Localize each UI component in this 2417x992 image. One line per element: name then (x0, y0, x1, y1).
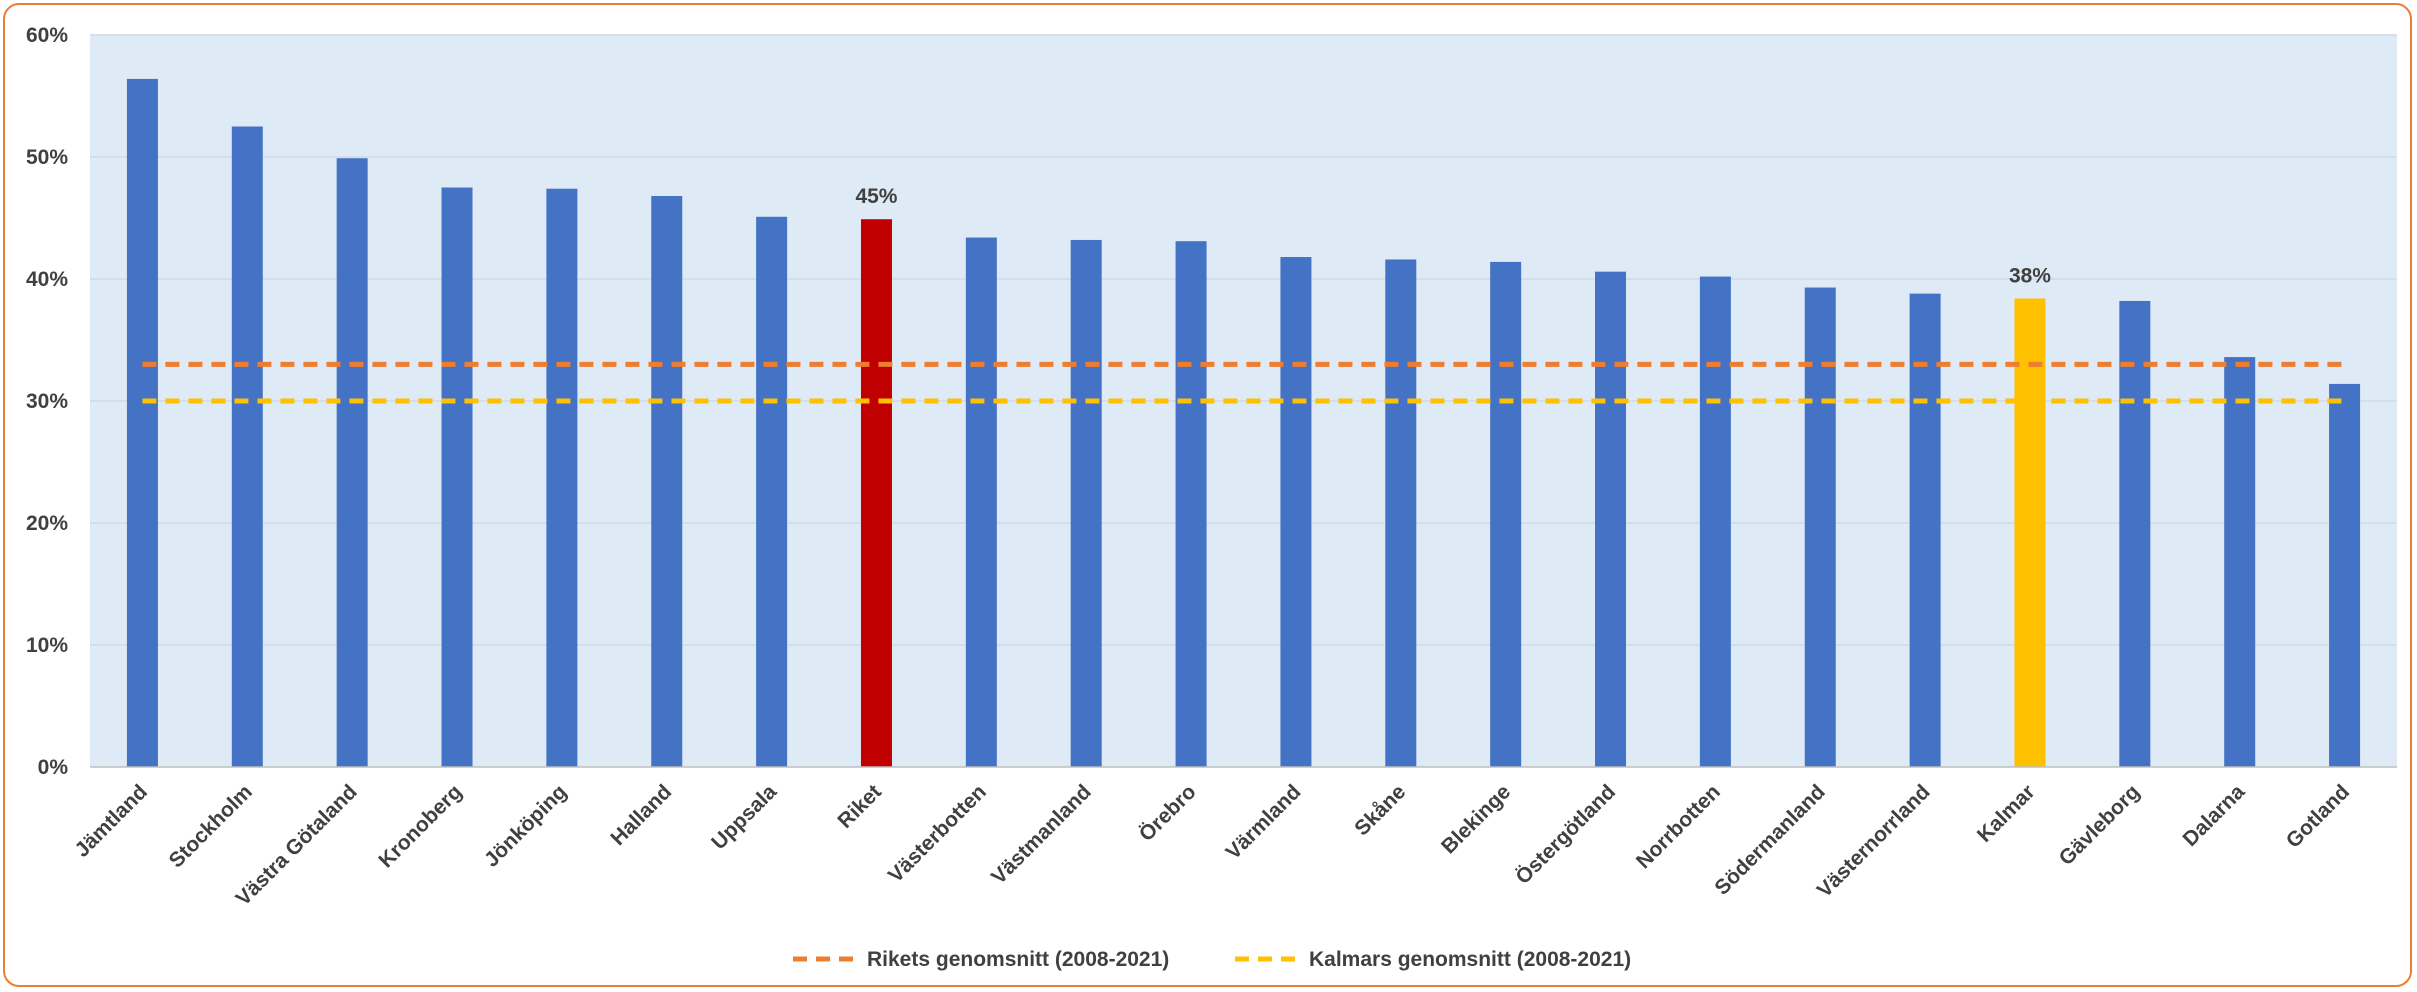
x-tick-label: Södermanland (1710, 780, 1829, 899)
x-tick-label: Gävleborg (2055, 780, 2145, 870)
y-tick-label: 30% (26, 390, 68, 413)
x-tick-label: Västerbotten (884, 780, 991, 887)
data-label: 45% (855, 185, 897, 208)
bar (1175, 241, 1207, 767)
y-tick-label: 10% (26, 634, 68, 657)
x-tick-label: Dalarna (2178, 780, 2249, 851)
bar (2224, 357, 2256, 767)
x-tick-label: Örebro (1135, 780, 1201, 846)
data-label: 38% (2009, 265, 2051, 288)
bar (1699, 276, 1731, 767)
x-tick-label: Riket (833, 780, 886, 833)
x-tick-label: Kalmar (1973, 780, 2040, 847)
x-tick-label: Kronoberg (374, 780, 466, 872)
bar (756, 216, 788, 767)
y-tick-label: 0% (38, 756, 69, 779)
x-tick-label: Gotland (2282, 780, 2354, 852)
y-tick-label: 20% (26, 512, 68, 535)
x-tick-label: Skåne (1350, 780, 1410, 840)
bar (1070, 239, 1102, 767)
y-tick-label: 50% (26, 146, 68, 169)
bar (1490, 261, 1522, 767)
y-axis-ticks: 0% 10% 20% 30% 40% 50% 60% (26, 24, 68, 779)
x-tick-label: Jönköping (480, 780, 571, 871)
x-tick-label: Östergötland (1511, 780, 1620, 889)
data-labels: 45% 38% (855, 185, 2051, 287)
bar (2014, 298, 2046, 767)
y-tick-label: 60% (26, 24, 68, 47)
x-tick-label: Västmanland (987, 780, 1096, 889)
bar (546, 188, 578, 768)
x-tick-label: Stockholm (165, 780, 257, 872)
bar (1385, 259, 1417, 767)
x-tick-label: Blekinge (1437, 780, 1515, 858)
x-tick-label: Halland (606, 780, 676, 850)
bar (651, 196, 683, 768)
bar (2329, 383, 2361, 767)
legend-label: Rikets genomsnitt (2008-2021) (867, 948, 1169, 971)
legend-label: Kalmars genomsnitt (2008-2021) (1309, 948, 1631, 971)
bar (1804, 287, 1836, 767)
bar (126, 78, 158, 768)
bar (441, 187, 473, 767)
bar (2119, 300, 2151, 767)
bar (1280, 257, 1312, 767)
bar (231, 126, 263, 767)
x-tick-label: Uppsala (707, 780, 781, 854)
bar (860, 219, 892, 768)
y-tick-label: 40% (26, 268, 68, 291)
bar (1909, 293, 1941, 767)
x-tick-label: Västernorrland (1813, 780, 1935, 902)
x-tick-label: Norrbotten (1632, 780, 1725, 873)
x-tick-label: Värmland (1222, 780, 1306, 864)
bar (965, 237, 997, 767)
legend: Rikets genomsnitt (2008-2021) Kalmars gen… (793, 948, 1631, 971)
x-tick-label: Jämtland (71, 780, 152, 861)
bars (126, 78, 2361, 768)
bar (1595, 271, 1627, 767)
bar (336, 158, 368, 768)
